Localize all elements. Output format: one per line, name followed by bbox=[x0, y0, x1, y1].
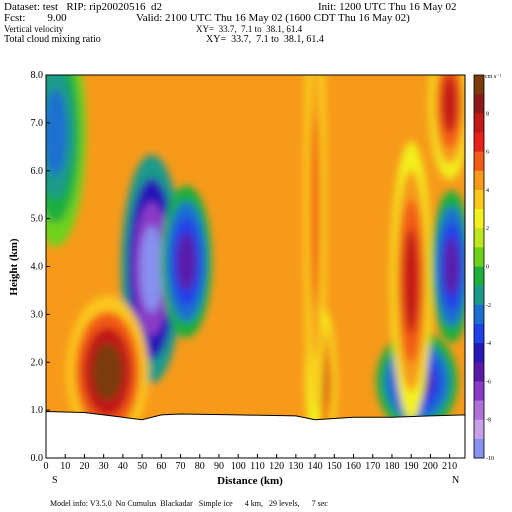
y-axis: 0.0 1.0 2.0 3.0 4.0 5.0 6.0 7.0 8.0 bbox=[31, 70, 50, 464]
colorbar-swatch bbox=[474, 362, 484, 382]
x-tick-label: 210 bbox=[442, 461, 457, 472]
dataset-label: Dataset: test RIP: rip20020516 d2 bbox=[4, 1, 162, 13]
colorbar-swatch bbox=[474, 304, 484, 325]
x-tick-label: 200 bbox=[423, 461, 438, 472]
colorbar-label: -6 bbox=[486, 379, 491, 385]
colorbar-swatch bbox=[474, 438, 484, 459]
field-feature-6 bbox=[403, 228, 419, 334]
field1-xy-label: XY= 33.7, 7.1 to 38.1, 61.4 bbox=[196, 24, 303, 34]
x-axis-title: Distance (km) bbox=[217, 475, 283, 487]
x-tick-label: 140 bbox=[308, 461, 323, 472]
x-tick-label: 90 bbox=[214, 461, 224, 472]
colorbar-swatch bbox=[474, 228, 484, 248]
x-tick-label: 10 bbox=[60, 461, 70, 472]
y-tick-label: 0.0 bbox=[31, 453, 44, 464]
field-feature-7 bbox=[441, 75, 458, 133]
x-tick-label: 160 bbox=[346, 461, 361, 472]
field-feature-4 bbox=[92, 343, 123, 401]
terrain-mask bbox=[46, 411, 465, 458]
colorbar-label: -4 bbox=[486, 341, 491, 347]
colorbar-swatch bbox=[474, 419, 484, 440]
x-tick-label: 60 bbox=[156, 461, 166, 472]
colorbar-swatch bbox=[474, 343, 484, 363]
x-axis: 0 10 20 30 40 50 60 70 80 90 100 110 120 130 140 150 160… bbox=[44, 454, 457, 472]
colorbar: 8 6 4 2 0 -2 -4 -6 -8 -10 bbox=[473, 74, 494, 462]
y-tick-label: 1.0 bbox=[31, 405, 44, 416]
colorbar-swatch bbox=[474, 247, 484, 267]
x-tick-label: 0 bbox=[44, 461, 49, 472]
colorbar-label: 0 bbox=[486, 265, 489, 271]
colorbar-label: -2 bbox=[486, 303, 491, 309]
x-tick-label: 120 bbox=[269, 461, 284, 472]
x-tick-label: 110 bbox=[250, 461, 265, 472]
north-end-label: N bbox=[452, 475, 459, 486]
colorbar-label: 6 bbox=[486, 150, 489, 156]
colorbar-swatch bbox=[474, 170, 484, 191]
colorbar-swatch bbox=[474, 323, 484, 344]
field-feature-3 bbox=[443, 237, 460, 296]
x-tick-label: 170 bbox=[365, 461, 380, 472]
colorbar-label: 8 bbox=[486, 111, 489, 117]
y-tick-label: 4.0 bbox=[31, 262, 44, 273]
colorbar-frame bbox=[473, 74, 485, 459]
forecast-hour-label: Fcst: 9.00 bbox=[4, 12, 67, 24]
x-tick-label: 100 bbox=[231, 461, 246, 472]
y-tick-label: 3.0 bbox=[31, 309, 44, 320]
field-feature-1 bbox=[176, 232, 196, 291]
x-tick-label: 30 bbox=[99, 461, 109, 472]
colorbar-swatch bbox=[474, 113, 484, 133]
colorbar-swatch bbox=[474, 266, 484, 287]
y-tick-label: 6.0 bbox=[31, 166, 44, 177]
colorbar-label: -10 bbox=[486, 456, 494, 462]
y-tick-label: 5.0 bbox=[31, 214, 44, 225]
colorbar-swatch bbox=[474, 132, 484, 153]
south-end-label: S bbox=[52, 475, 58, 486]
colorbar-swatch bbox=[474, 151, 484, 172]
x-tick-label: 20 bbox=[79, 461, 89, 472]
colorbar-swatch bbox=[474, 189, 484, 210]
field-feature-8 bbox=[311, 113, 319, 305]
colorbar-swatch bbox=[474, 285, 484, 306]
x-tick-label: 180 bbox=[384, 461, 399, 472]
plot-area bbox=[46, 75, 465, 458]
valid-time-label: Valid: 2100 UTC Thu 16 May 02 (1600 CDT … bbox=[136, 12, 410, 24]
field-feature-0 bbox=[140, 225, 164, 312]
init-time-label: Init: 1200 UTC Thu 16 May 02 bbox=[318, 1, 457, 13]
y-tick-label: 7.0 bbox=[31, 118, 44, 129]
colorbar-swatch bbox=[474, 94, 484, 114]
x-tick-label: 150 bbox=[327, 461, 342, 472]
y-axis-title: Height (km) bbox=[8, 238, 20, 295]
y-tick-label: 8.0 bbox=[31, 70, 44, 81]
colorbar-label: -8 bbox=[486, 418, 491, 424]
x-tick-label: 50 bbox=[137, 461, 147, 472]
field1-label: Vertical velocity bbox=[4, 24, 64, 34]
colorbar-swatch bbox=[474, 209, 484, 229]
field2-label: Total cloud mixing ratio bbox=[4, 34, 101, 45]
field2-xy-label: XY= 33.7, 7.1 to 38.1, 61.4 bbox=[206, 34, 324, 45]
colorbar-swatch bbox=[474, 75, 484, 95]
colorbar-label: 4 bbox=[486, 188, 489, 194]
colorbar-units: cm s⁻¹ bbox=[485, 74, 501, 80]
colorbar-swatch bbox=[474, 400, 484, 421]
x-tick-label: 130 bbox=[288, 461, 303, 472]
x-tick-label: 80 bbox=[195, 461, 205, 472]
x-tick-label: 40 bbox=[118, 461, 128, 472]
x-tick-label: 190 bbox=[404, 461, 419, 472]
colorbar-swatch bbox=[474, 381, 484, 402]
model-info-footer: Model info: V3.5.0 No Cumulus Blackadar … bbox=[50, 499, 328, 508]
field-feature-9 bbox=[46, 89, 68, 176]
y-tick-label: 2.0 bbox=[31, 357, 44, 368]
colorbar-label: 2 bbox=[486, 226, 489, 232]
x-tick-label: 70 bbox=[176, 461, 186, 472]
